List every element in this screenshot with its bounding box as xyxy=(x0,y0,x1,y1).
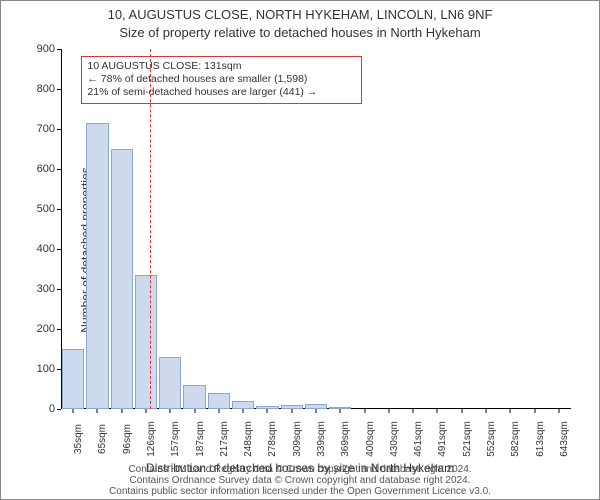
histogram-bar xyxy=(135,275,157,409)
ytick-mark xyxy=(57,289,61,290)
xtick-mark xyxy=(267,409,268,413)
credits-line2: Contains Ordnance Survey data © Crown co… xyxy=(1,475,599,486)
xtick-label: 339sqm xyxy=(316,421,327,457)
histogram-bar xyxy=(159,357,181,409)
xtick-label: 35sqm xyxy=(73,424,84,454)
histogram-bar xyxy=(62,349,84,409)
xtick-label: 187sqm xyxy=(195,421,206,457)
xtick-label: 552sqm xyxy=(486,421,497,457)
credits-line1: Contains HM Land Registry data © Crown c… xyxy=(1,464,599,475)
property-marker-line xyxy=(150,49,151,409)
ytick-label: 0 xyxy=(49,403,55,415)
xtick-label: 521sqm xyxy=(462,421,473,457)
histogram-bar xyxy=(111,149,133,409)
xtick-mark xyxy=(146,409,147,413)
ytick-mark xyxy=(57,49,61,50)
annotation-box: 10 AUGUSTUS CLOSE: 131sqm ← 78% of detac… xyxy=(81,56,362,103)
annotation-line3: 21% of semi-detached houses are larger (… xyxy=(87,86,356,99)
ytick-label: 500 xyxy=(37,203,55,215)
histogram-bar xyxy=(183,385,205,409)
xtick-mark xyxy=(413,409,414,413)
xtick-mark xyxy=(364,409,365,413)
ytick-label: 300 xyxy=(37,283,55,295)
xtick-mark xyxy=(97,409,98,413)
xtick-label: 613sqm xyxy=(535,421,546,457)
xtick-mark xyxy=(170,409,171,413)
xtick-mark xyxy=(388,409,389,413)
ytick-mark xyxy=(57,129,61,130)
ytick-mark xyxy=(57,329,61,330)
xtick-mark xyxy=(461,409,462,413)
ytick-label: 800 xyxy=(37,83,55,95)
xtick-mark xyxy=(534,409,535,413)
xtick-mark xyxy=(218,409,219,413)
xtick-label: 157sqm xyxy=(170,421,181,457)
title-sub: Size of property relative to detached ho… xyxy=(1,25,599,40)
xtick-mark xyxy=(121,409,122,413)
xtick-label: 430sqm xyxy=(389,421,400,457)
credits: Contains HM Land Registry data © Crown c… xyxy=(1,464,599,497)
xtick-mark xyxy=(558,409,559,413)
ytick-mark xyxy=(57,209,61,210)
xtick-mark xyxy=(340,409,341,413)
xtick-label: 309sqm xyxy=(292,421,303,457)
histogram-bar xyxy=(232,401,254,409)
ytick-label: 700 xyxy=(37,123,55,135)
xtick-label: 96sqm xyxy=(122,424,133,454)
ytick-mark xyxy=(57,409,61,410)
ytick-mark xyxy=(57,169,61,170)
xtick-label: 126sqm xyxy=(146,421,157,457)
ytick-label: 100 xyxy=(37,363,55,375)
xtick-label: 369sqm xyxy=(340,421,351,457)
annotation-line1: 10 AUGUSTUS CLOSE: 131sqm xyxy=(87,60,356,73)
ytick-label: 400 xyxy=(37,243,55,255)
ytick-mark xyxy=(57,249,61,250)
histogram-bar xyxy=(208,393,230,409)
ytick-label: 900 xyxy=(37,43,55,55)
xtick-label: 491sqm xyxy=(437,421,448,457)
title-main: 10, AUGUSTUS CLOSE, NORTH HYKEHAM, LINCO… xyxy=(1,7,599,22)
xtick-mark xyxy=(510,409,511,413)
xtick-mark xyxy=(316,409,317,413)
plot-area: 10 AUGUSTUS CLOSE: 131sqm ← 78% of detac… xyxy=(61,49,571,409)
chart-container: 10, AUGUSTUS CLOSE, NORTH HYKEHAM, LINCO… xyxy=(0,0,600,500)
xtick-label: 278sqm xyxy=(267,421,278,457)
xtick-mark xyxy=(243,409,244,413)
xtick-mark xyxy=(194,409,195,413)
xtick-label: 65sqm xyxy=(97,424,108,454)
annotation-line2: ← 78% of detached houses are smaller (1,… xyxy=(87,73,356,86)
ytick-mark xyxy=(57,369,61,370)
xtick-mark xyxy=(437,409,438,413)
ytick-label: 200 xyxy=(37,323,55,335)
ytick-label: 600 xyxy=(37,163,55,175)
xtick-label: 248sqm xyxy=(243,421,254,457)
histogram-bar xyxy=(86,123,108,409)
xtick-label: 582sqm xyxy=(510,421,521,457)
xtick-mark xyxy=(291,409,292,413)
ytick-mark xyxy=(57,89,61,90)
xtick-label: 217sqm xyxy=(219,421,230,457)
xtick-mark xyxy=(486,409,487,413)
xtick-mark xyxy=(73,409,74,413)
xtick-label: 400sqm xyxy=(365,421,376,457)
xtick-label: 643sqm xyxy=(559,421,570,457)
credits-line3: Contains public sector information licen… xyxy=(1,486,599,497)
xtick-label: 461sqm xyxy=(413,421,424,457)
